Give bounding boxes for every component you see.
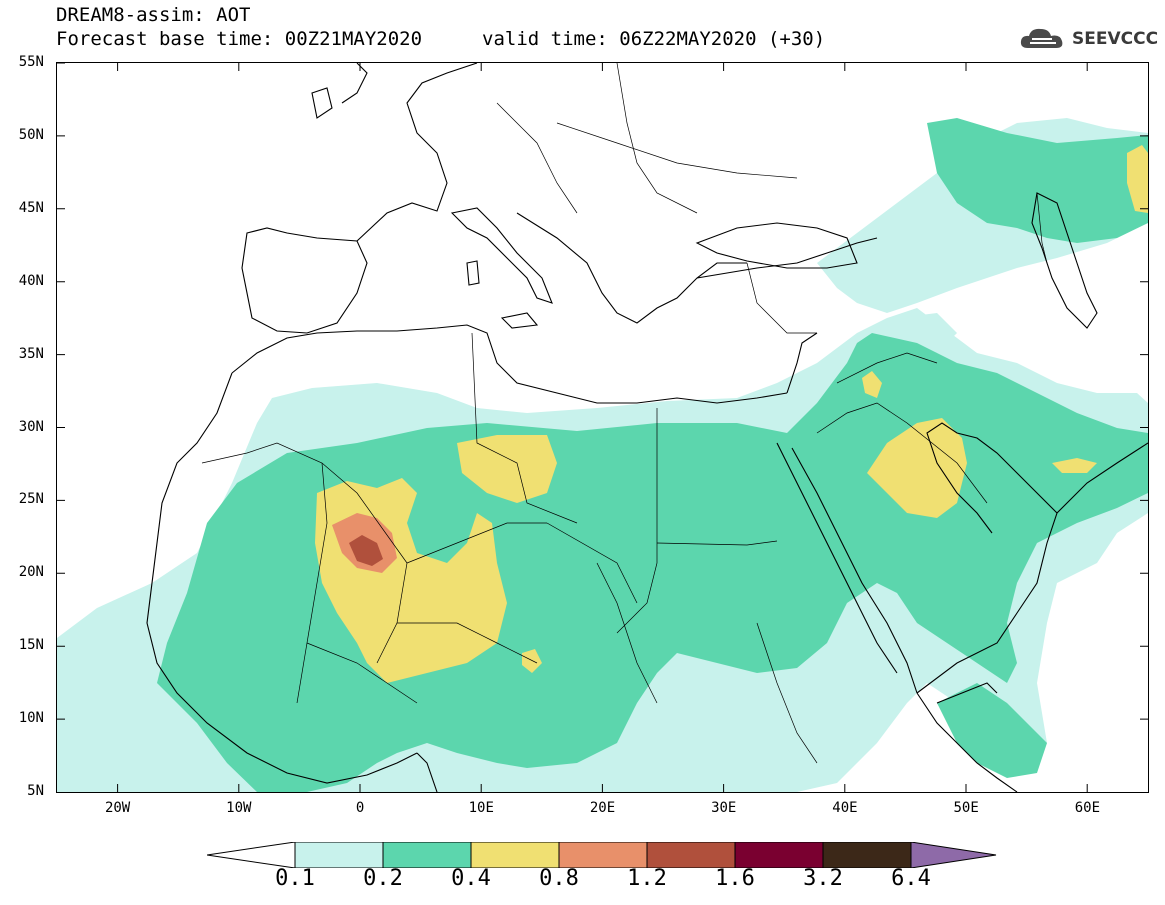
aot-map [57,63,1148,792]
lat-label: 35N [18,345,44,362]
frame-ticks [57,63,1148,792]
colorbar-bin-1-6 [734,842,824,868]
lat-label: 25N [18,491,44,508]
lon-label: 30E [711,800,737,816]
lon-label: 20W [104,800,131,816]
logo-text: SEEVCCC [1072,29,1159,49]
map-area [56,62,1149,793]
colorbar-label: 0.4 [451,866,491,891]
lat-label: 55N [18,54,44,70]
lat-label: 10N [18,710,44,727]
colorbar-label: 0.1 [275,866,315,891]
colorbar-low-triangle [207,842,296,868]
aot-layer-1-2 [349,535,383,566]
colorbar-label: 0.8 [539,866,579,891]
lat-label: 40N [18,272,44,289]
colorbar-bin-3-2 [822,842,912,868]
colorbar-label: 6.4 [891,866,931,891]
valid-time: valid time: 06Z22MAY2020 (+30) [482,28,826,50]
cloud-icon [1020,28,1063,48]
colorbar-label: 3.2 [803,866,843,891]
lat-label: 20N [18,564,44,581]
colorbar-label: 0.2 [363,866,403,891]
colorbar-bin-0-2 [382,842,472,868]
lat-label: 15N [18,637,44,654]
colorbar-bin-1-2 [646,842,736,868]
lat-label: 30N [18,418,44,435]
forecast-base-time: Forecast base time: 00Z21MAY2020 [56,28,423,50]
colorbar [207,842,997,868]
colorbar-label: 1.2 [627,866,667,891]
lon-label: 40E [832,800,858,816]
lon-label: 10E [468,800,494,816]
lon-label: 0 [355,800,365,816]
lon-label: 20E [589,800,616,816]
lon-label: 10W [226,800,252,816]
country-borders [201,63,1048,764]
lon-label: 50E [953,800,979,816]
lat-label: 50N [18,126,44,143]
seevccc-logo: SEEVCCC [1018,26,1158,52]
colorbar-label: 1.6 [715,866,755,891]
colorbar-bin-0-4 [470,842,560,868]
lat-label: 5N [27,783,44,799]
colorbar-high-triangle [910,842,997,868]
chart-title: DREAM8-assim: AOT [56,4,251,26]
lon-label: 60E [1074,800,1101,816]
colorbar-bin-0-8 [558,842,648,868]
lat-label: 45N [18,199,44,216]
colorbar-bin-0-1 [294,842,384,868]
coastlines [146,63,1148,792]
